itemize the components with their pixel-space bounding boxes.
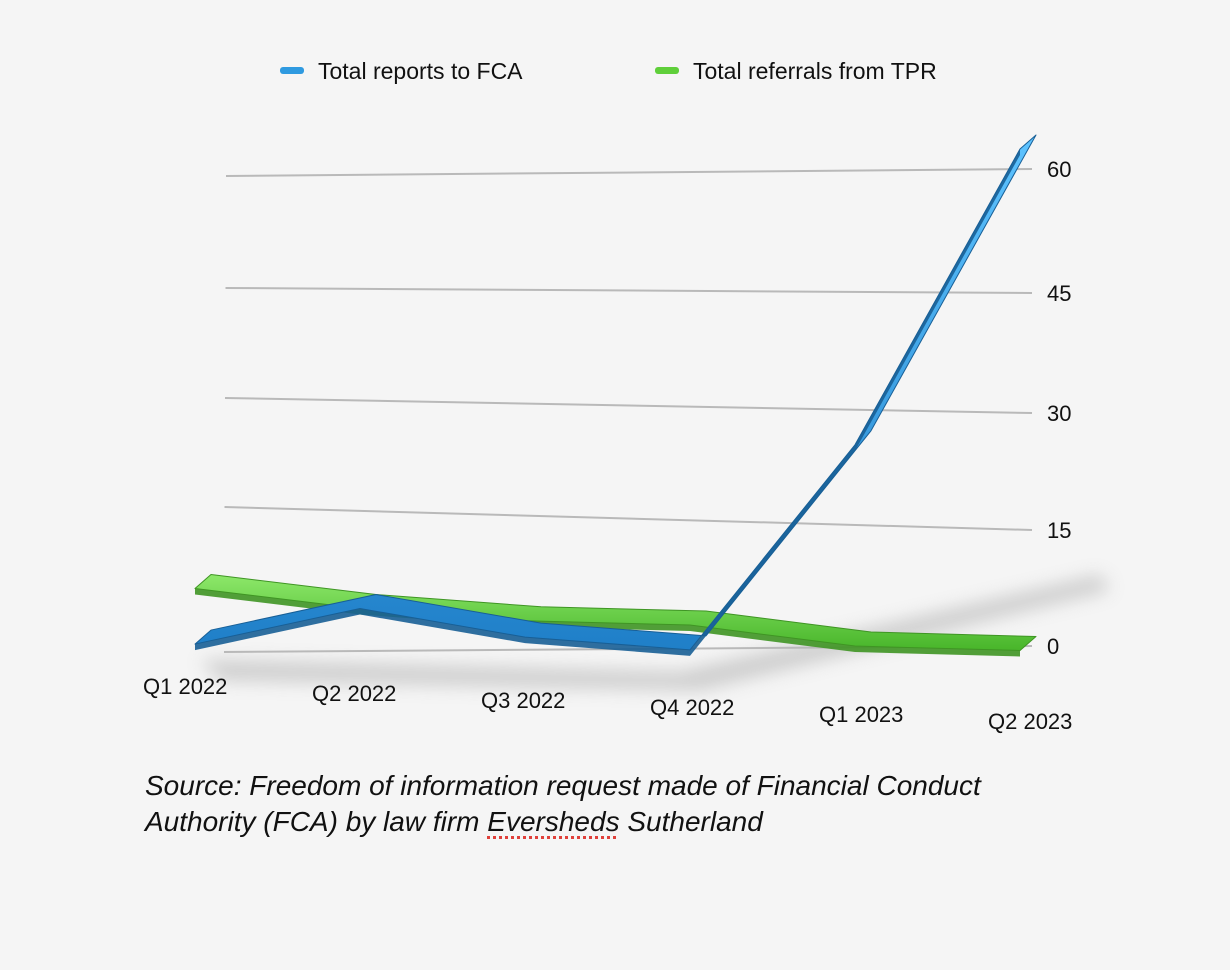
- x-category-label: Q3 2022: [481, 688, 565, 713]
- x-category-label: Q2 2023: [988, 709, 1072, 734]
- y-axis-ticks: 0 15 30 45 60: [1047, 157, 1071, 659]
- x-category-label: Q1 2023: [819, 702, 903, 727]
- series-group: [194, 134, 1037, 657]
- y-tick-label: 60: [1047, 157, 1071, 182]
- legend-label: Total referrals from TPR: [693, 58, 937, 84]
- floor-shadow: [200, 575, 1110, 690]
- ribbon-edge: [195, 149, 1020, 656]
- legend: Total reports to FCA Total referrals from…: [280, 58, 937, 84]
- series-fca-ribbon: [194, 134, 1037, 656]
- ribbon-edge: [195, 588, 1020, 657]
- y-tick-label: 15: [1047, 518, 1071, 543]
- legend-swatch: [280, 67, 304, 74]
- ribbon-face: [194, 134, 1037, 651]
- x-category-label: Q2 2022: [312, 681, 396, 706]
- x-category-label: Q1 2022: [143, 674, 227, 699]
- source-text: Source: Freedom of information request m…: [145, 770, 981, 837]
- spellcheck-flagged-word: Eversheds: [487, 806, 620, 837]
- y-tick-label: 0: [1047, 634, 1059, 659]
- y-tick-label: 30: [1047, 401, 1071, 426]
- source-note: Source: Freedom of information request m…: [145, 768, 1045, 840]
- series-shadow: [200, 575, 1110, 690]
- gridline: [224, 397, 1033, 414]
- x-axis-categories: Q1 2022 Q2 2022 Q3 2022 Q4 2022 Q1 2023 Q2 20…: [143, 674, 1072, 734]
- x-category-label: Q4 2022: [650, 695, 734, 720]
- gridline: [225, 168, 1033, 177]
- source-text-end: Sutherland: [619, 806, 763, 837]
- legend-label: Total reports to FCA: [318, 58, 523, 84]
- gridlines: [223, 168, 1033, 653]
- gridline: [224, 506, 1033, 531]
- legend-swatch: [655, 67, 679, 74]
- gridline: [225, 287, 1033, 294]
- y-tick-label: 45: [1047, 281, 1071, 306]
